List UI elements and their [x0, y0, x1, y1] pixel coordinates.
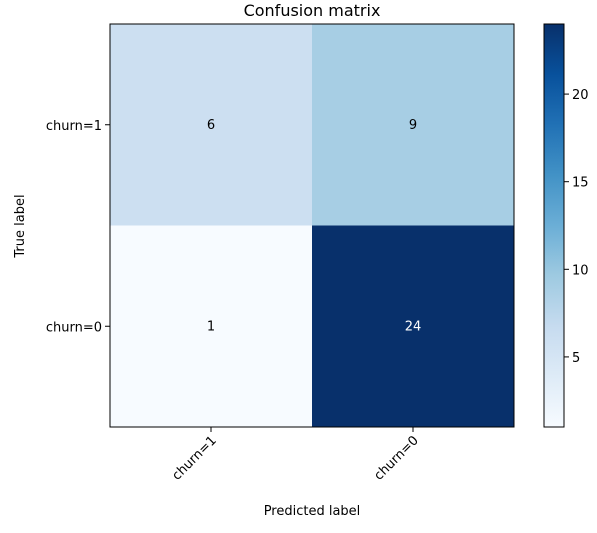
colorbar-tick-label: 5 — [572, 351, 580, 366]
cell-value-label: 1 — [207, 319, 215, 334]
chart-title: Confusion matrix — [244, 1, 381, 20]
colorbar: 5 10 15 20 — [543, 23, 589, 428]
matrix-cell-r0-c1 — [312, 24, 514, 226]
colorbar-ticks: 5 10 15 20 — [564, 88, 589, 366]
x-tick-label: churn=1 — [170, 433, 220, 483]
y-axis-label: True label — [13, 194, 28, 258]
matrix-cells: 6 9 1 24 — [110, 24, 514, 427]
y-tick-label: churn=0 — [46, 320, 102, 335]
colorbar-gradient — [544, 24, 564, 427]
matrix-cell-r1-c0 — [110, 225, 312, 427]
cell-value-label: 9 — [409, 118, 417, 133]
y-tick-label: churn=1 — [46, 119, 102, 134]
matrix-cell-r0-c0 — [110, 24, 312, 226]
matrix-cell-r1-c1 — [312, 225, 514, 427]
cell-value-label: 24 — [405, 319, 422, 334]
y-axis-ticks: churn=1 churn=0 — [46, 119, 110, 335]
plot-frame — [109, 23, 515, 428]
cell-value-label: 6 — [207, 118, 215, 133]
x-axis-ticks: churn=1 churn=0 — [170, 427, 422, 484]
colorbar-tick-label: 20 — [572, 88, 589, 103]
colorbar-tick-label: 15 — [572, 176, 589, 191]
x-tick-label: churn=0 — [372, 433, 422, 483]
colorbar-frame — [543, 23, 565, 428]
colorbar-tick-label: 10 — [572, 263, 589, 278]
x-axis-label: Predicted label — [264, 504, 361, 519]
